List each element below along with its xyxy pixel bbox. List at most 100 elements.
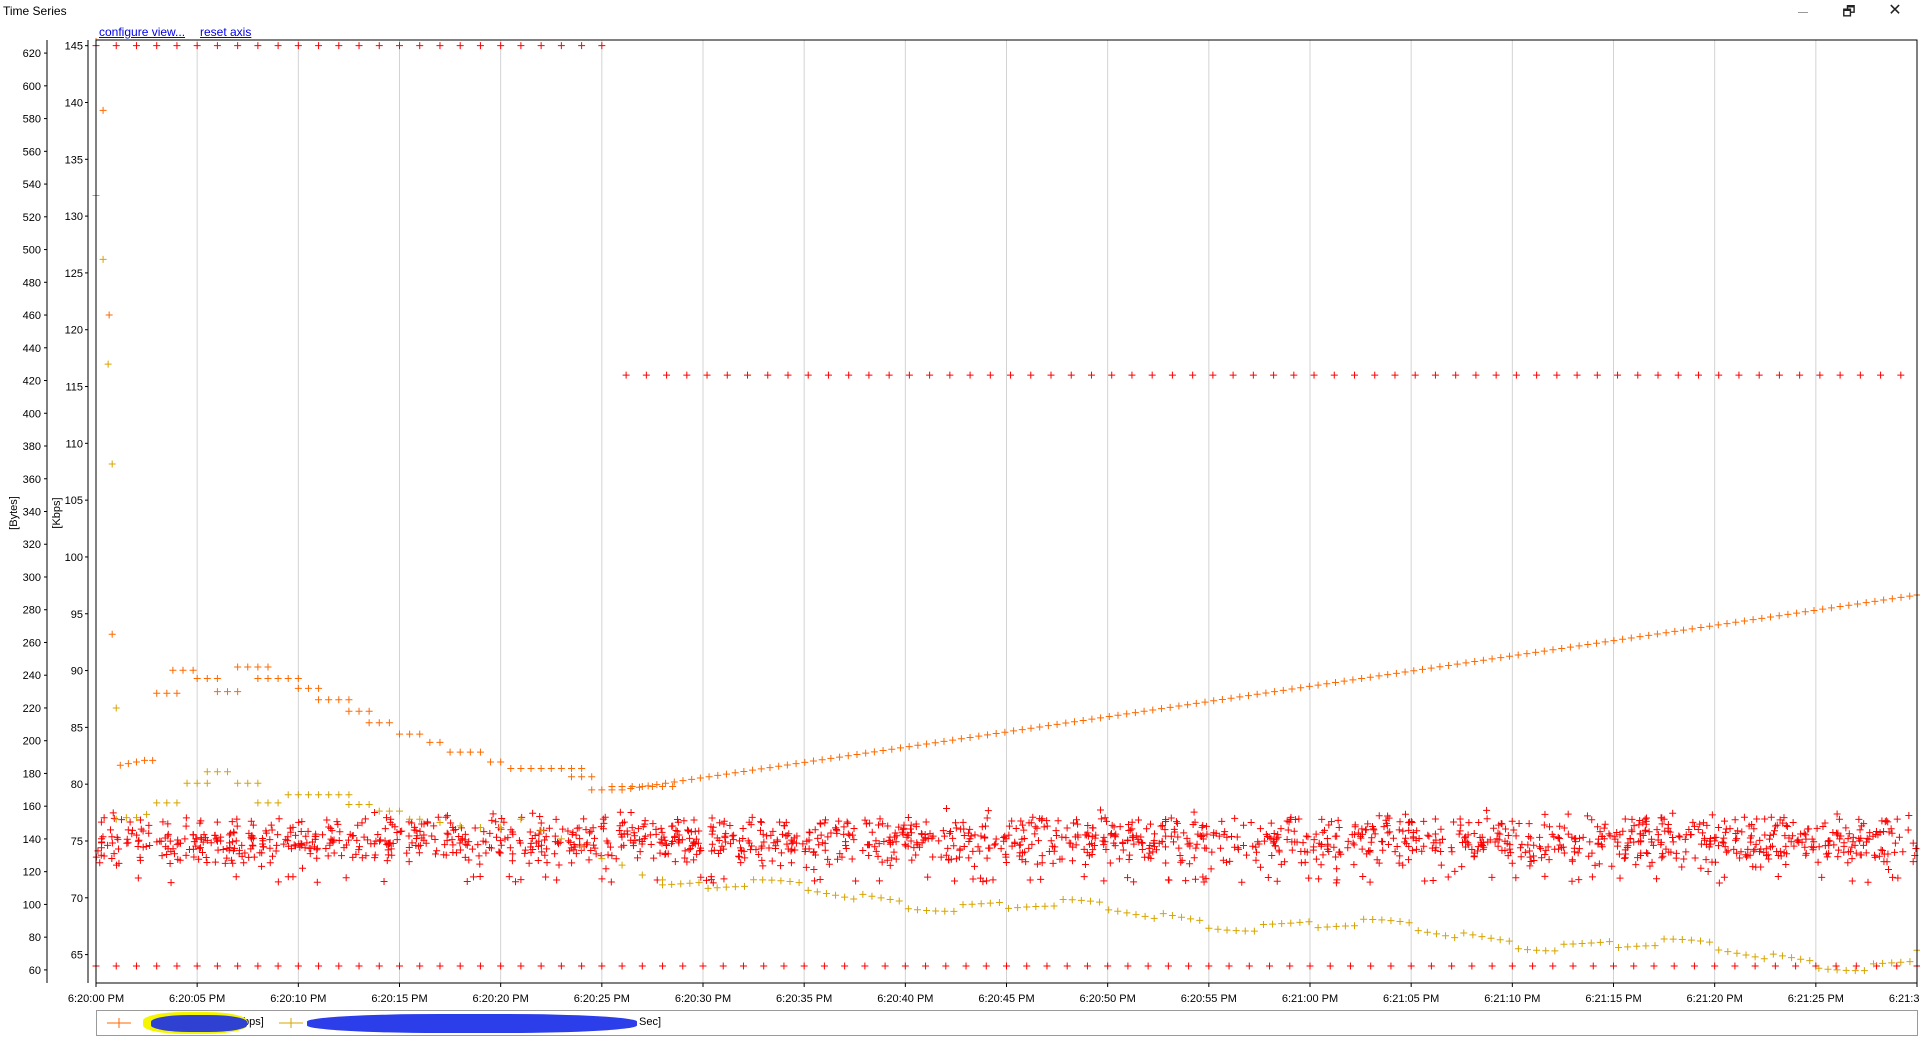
data-point xyxy=(1031,823,1039,831)
data-point xyxy=(1335,824,1343,832)
data-point xyxy=(211,858,219,866)
data-point xyxy=(1496,830,1504,838)
minimize-button[interactable] xyxy=(1780,0,1826,22)
data-point xyxy=(323,816,331,824)
data-point xyxy=(1058,855,1066,863)
kbps-axis-tick-label: 130 xyxy=(65,211,83,223)
data-point xyxy=(1003,962,1010,970)
data-point xyxy=(145,821,153,829)
data-point xyxy=(1889,873,1897,881)
legend-item-1[interactable]: bps] xyxy=(105,1012,265,1034)
data-point xyxy=(966,825,974,833)
data-point xyxy=(1541,810,1549,818)
data-point xyxy=(1043,817,1051,825)
data-point xyxy=(802,863,810,871)
data-point xyxy=(1549,646,1557,654)
data-point xyxy=(1885,828,1893,836)
data-point xyxy=(1022,858,1030,866)
data-point xyxy=(1845,601,1853,609)
configure-view-link[interactable]: configure view... xyxy=(99,25,186,39)
data-point xyxy=(345,791,353,799)
data-point xyxy=(978,823,986,831)
data-point xyxy=(960,831,968,839)
data-point xyxy=(1336,848,1344,856)
data-point xyxy=(1346,962,1354,970)
data-point xyxy=(1199,821,1207,829)
kbps-axis-tick-label: 135 xyxy=(65,154,83,166)
data-point xyxy=(616,808,624,816)
data-point xyxy=(342,874,350,882)
data-point xyxy=(1836,835,1844,843)
data-point xyxy=(1326,962,1334,970)
data-point xyxy=(680,817,688,825)
data-point xyxy=(202,854,210,862)
data-point xyxy=(648,783,656,791)
data-point xyxy=(302,832,310,840)
close-button[interactable]: ✕ xyxy=(1872,0,1918,22)
data-point xyxy=(901,962,909,970)
data-point xyxy=(634,854,642,862)
data-point xyxy=(923,740,931,748)
data-point xyxy=(1208,848,1216,856)
data-point xyxy=(1183,834,1191,842)
data-point xyxy=(1496,936,1504,944)
data-point xyxy=(990,841,998,849)
data-point xyxy=(566,838,574,846)
data-point xyxy=(1671,627,1679,635)
data-point xyxy=(1105,906,1113,914)
data-point xyxy=(1492,371,1500,379)
data-point xyxy=(141,756,149,764)
data-point xyxy=(396,42,403,50)
data-point xyxy=(1193,840,1201,848)
data-point xyxy=(1793,837,1801,845)
data-point xyxy=(1468,962,1476,970)
data-point xyxy=(728,832,736,840)
reset-axis-link[interactable]: reset axis xyxy=(200,25,252,39)
data-point xyxy=(132,758,140,766)
data-point xyxy=(145,829,153,837)
data-point xyxy=(583,839,591,847)
data-point xyxy=(1387,917,1395,925)
data-point xyxy=(1413,827,1421,835)
data-point xyxy=(1391,371,1399,379)
data-point xyxy=(1470,830,1478,838)
data-point xyxy=(1104,962,1112,970)
data-point xyxy=(501,835,509,843)
data-point xyxy=(153,799,161,807)
data-point xyxy=(1775,371,1783,379)
data-point xyxy=(1438,835,1446,843)
data-point xyxy=(1002,835,1010,843)
data-point xyxy=(1696,820,1704,828)
data-point xyxy=(1125,821,1133,829)
legend-item-2[interactable]: Sec] xyxy=(277,1013,697,1033)
data-point xyxy=(881,962,889,970)
data-point xyxy=(128,830,136,838)
data-point xyxy=(950,842,958,850)
data-point xyxy=(405,858,413,866)
data-point xyxy=(415,849,423,857)
data-point xyxy=(768,876,776,884)
data-point xyxy=(161,834,169,842)
data-point xyxy=(1554,845,1562,853)
data-point xyxy=(1564,830,1572,838)
data-point xyxy=(1333,865,1341,873)
data-point xyxy=(591,844,599,852)
data-point xyxy=(588,786,596,794)
data-point xyxy=(715,849,723,857)
data-point xyxy=(416,827,424,835)
data-point xyxy=(821,816,829,824)
data-point xyxy=(1384,812,1392,820)
data-point xyxy=(799,840,807,848)
data-point xyxy=(1497,654,1505,662)
data-point xyxy=(193,835,201,843)
data-point xyxy=(173,799,181,807)
data-point xyxy=(299,864,307,872)
time-series-chart[interactable]: 6:20:00 PM 6:20:05 PM 6:20:10 PM 6:20:15 PM… xyxy=(0,38,1920,1004)
data-point xyxy=(1340,677,1348,685)
data-point xyxy=(1575,834,1583,842)
data-point xyxy=(601,813,609,821)
data-point xyxy=(709,879,717,887)
restore-button[interactable]: 🗗 xyxy=(1826,0,1872,22)
series-layer xyxy=(92,38,1920,975)
data-point xyxy=(1787,838,1795,846)
